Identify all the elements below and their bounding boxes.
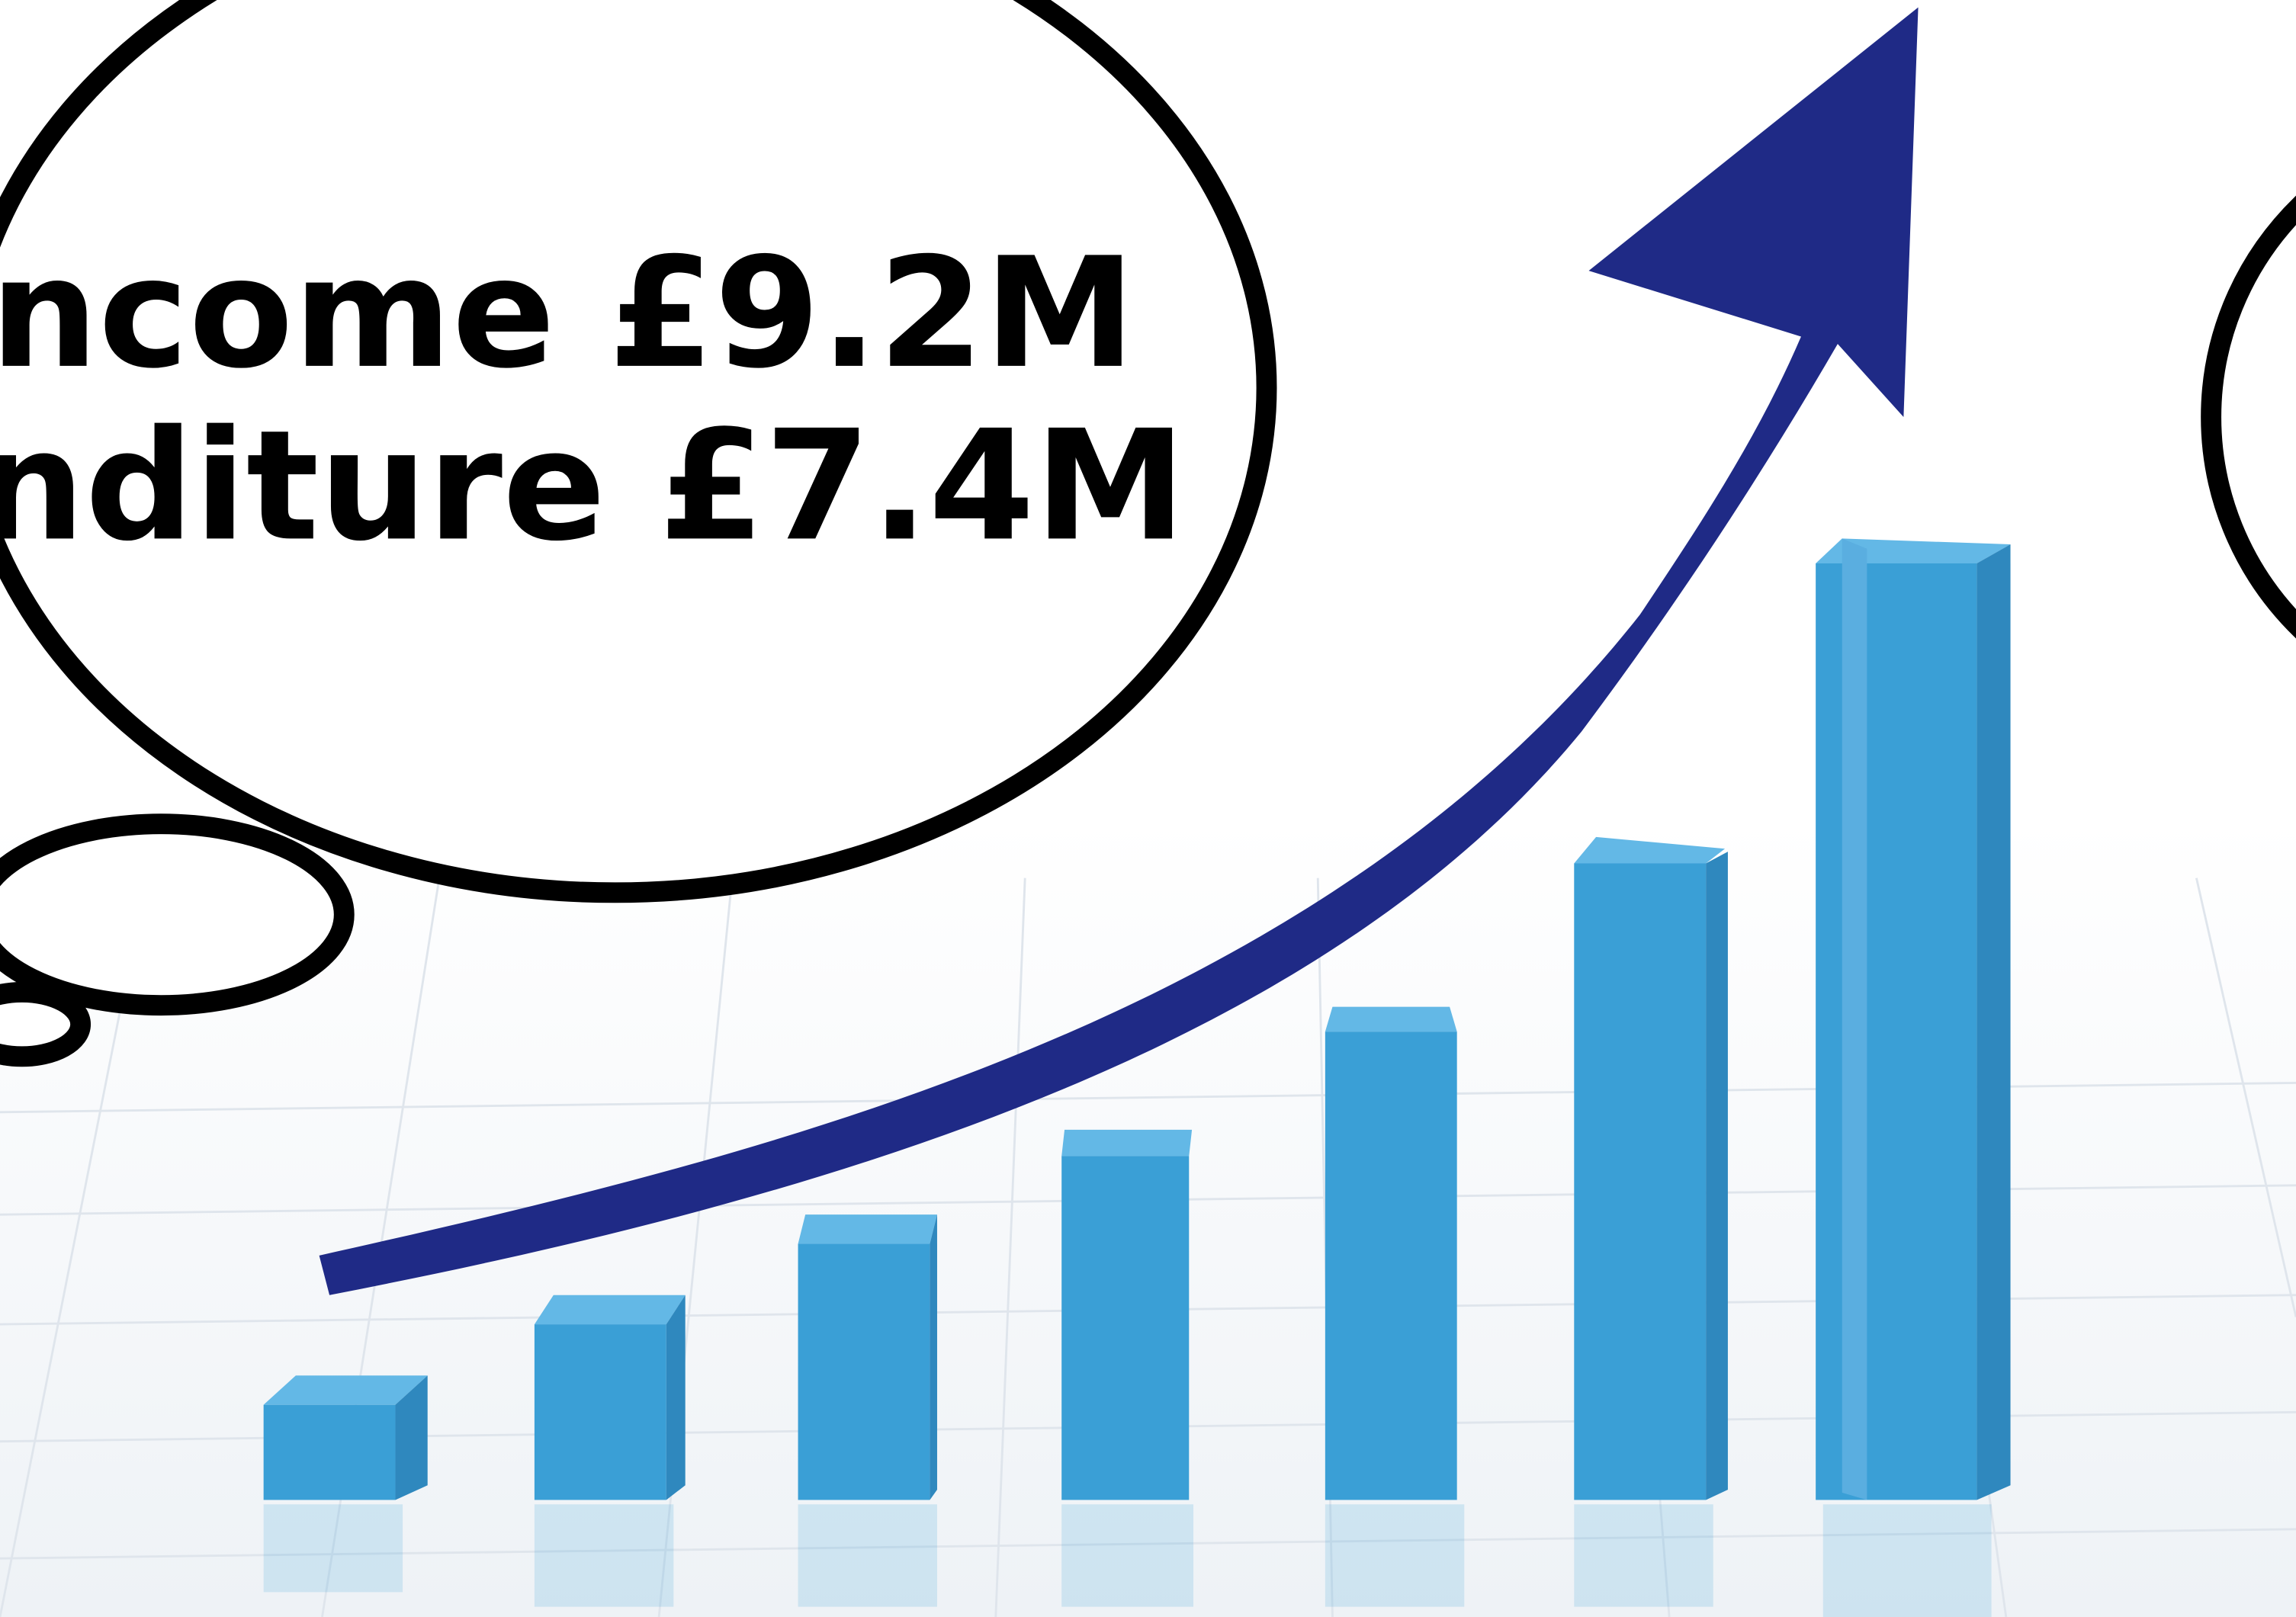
expenditure-text: Expenditure £7.4M [0,398,1186,575]
income-text: Income £9.2M [0,226,1135,403]
bars [263,538,2011,1617]
thought-bubble [0,0,2296,1067]
trend-arrow [319,7,1919,1295]
